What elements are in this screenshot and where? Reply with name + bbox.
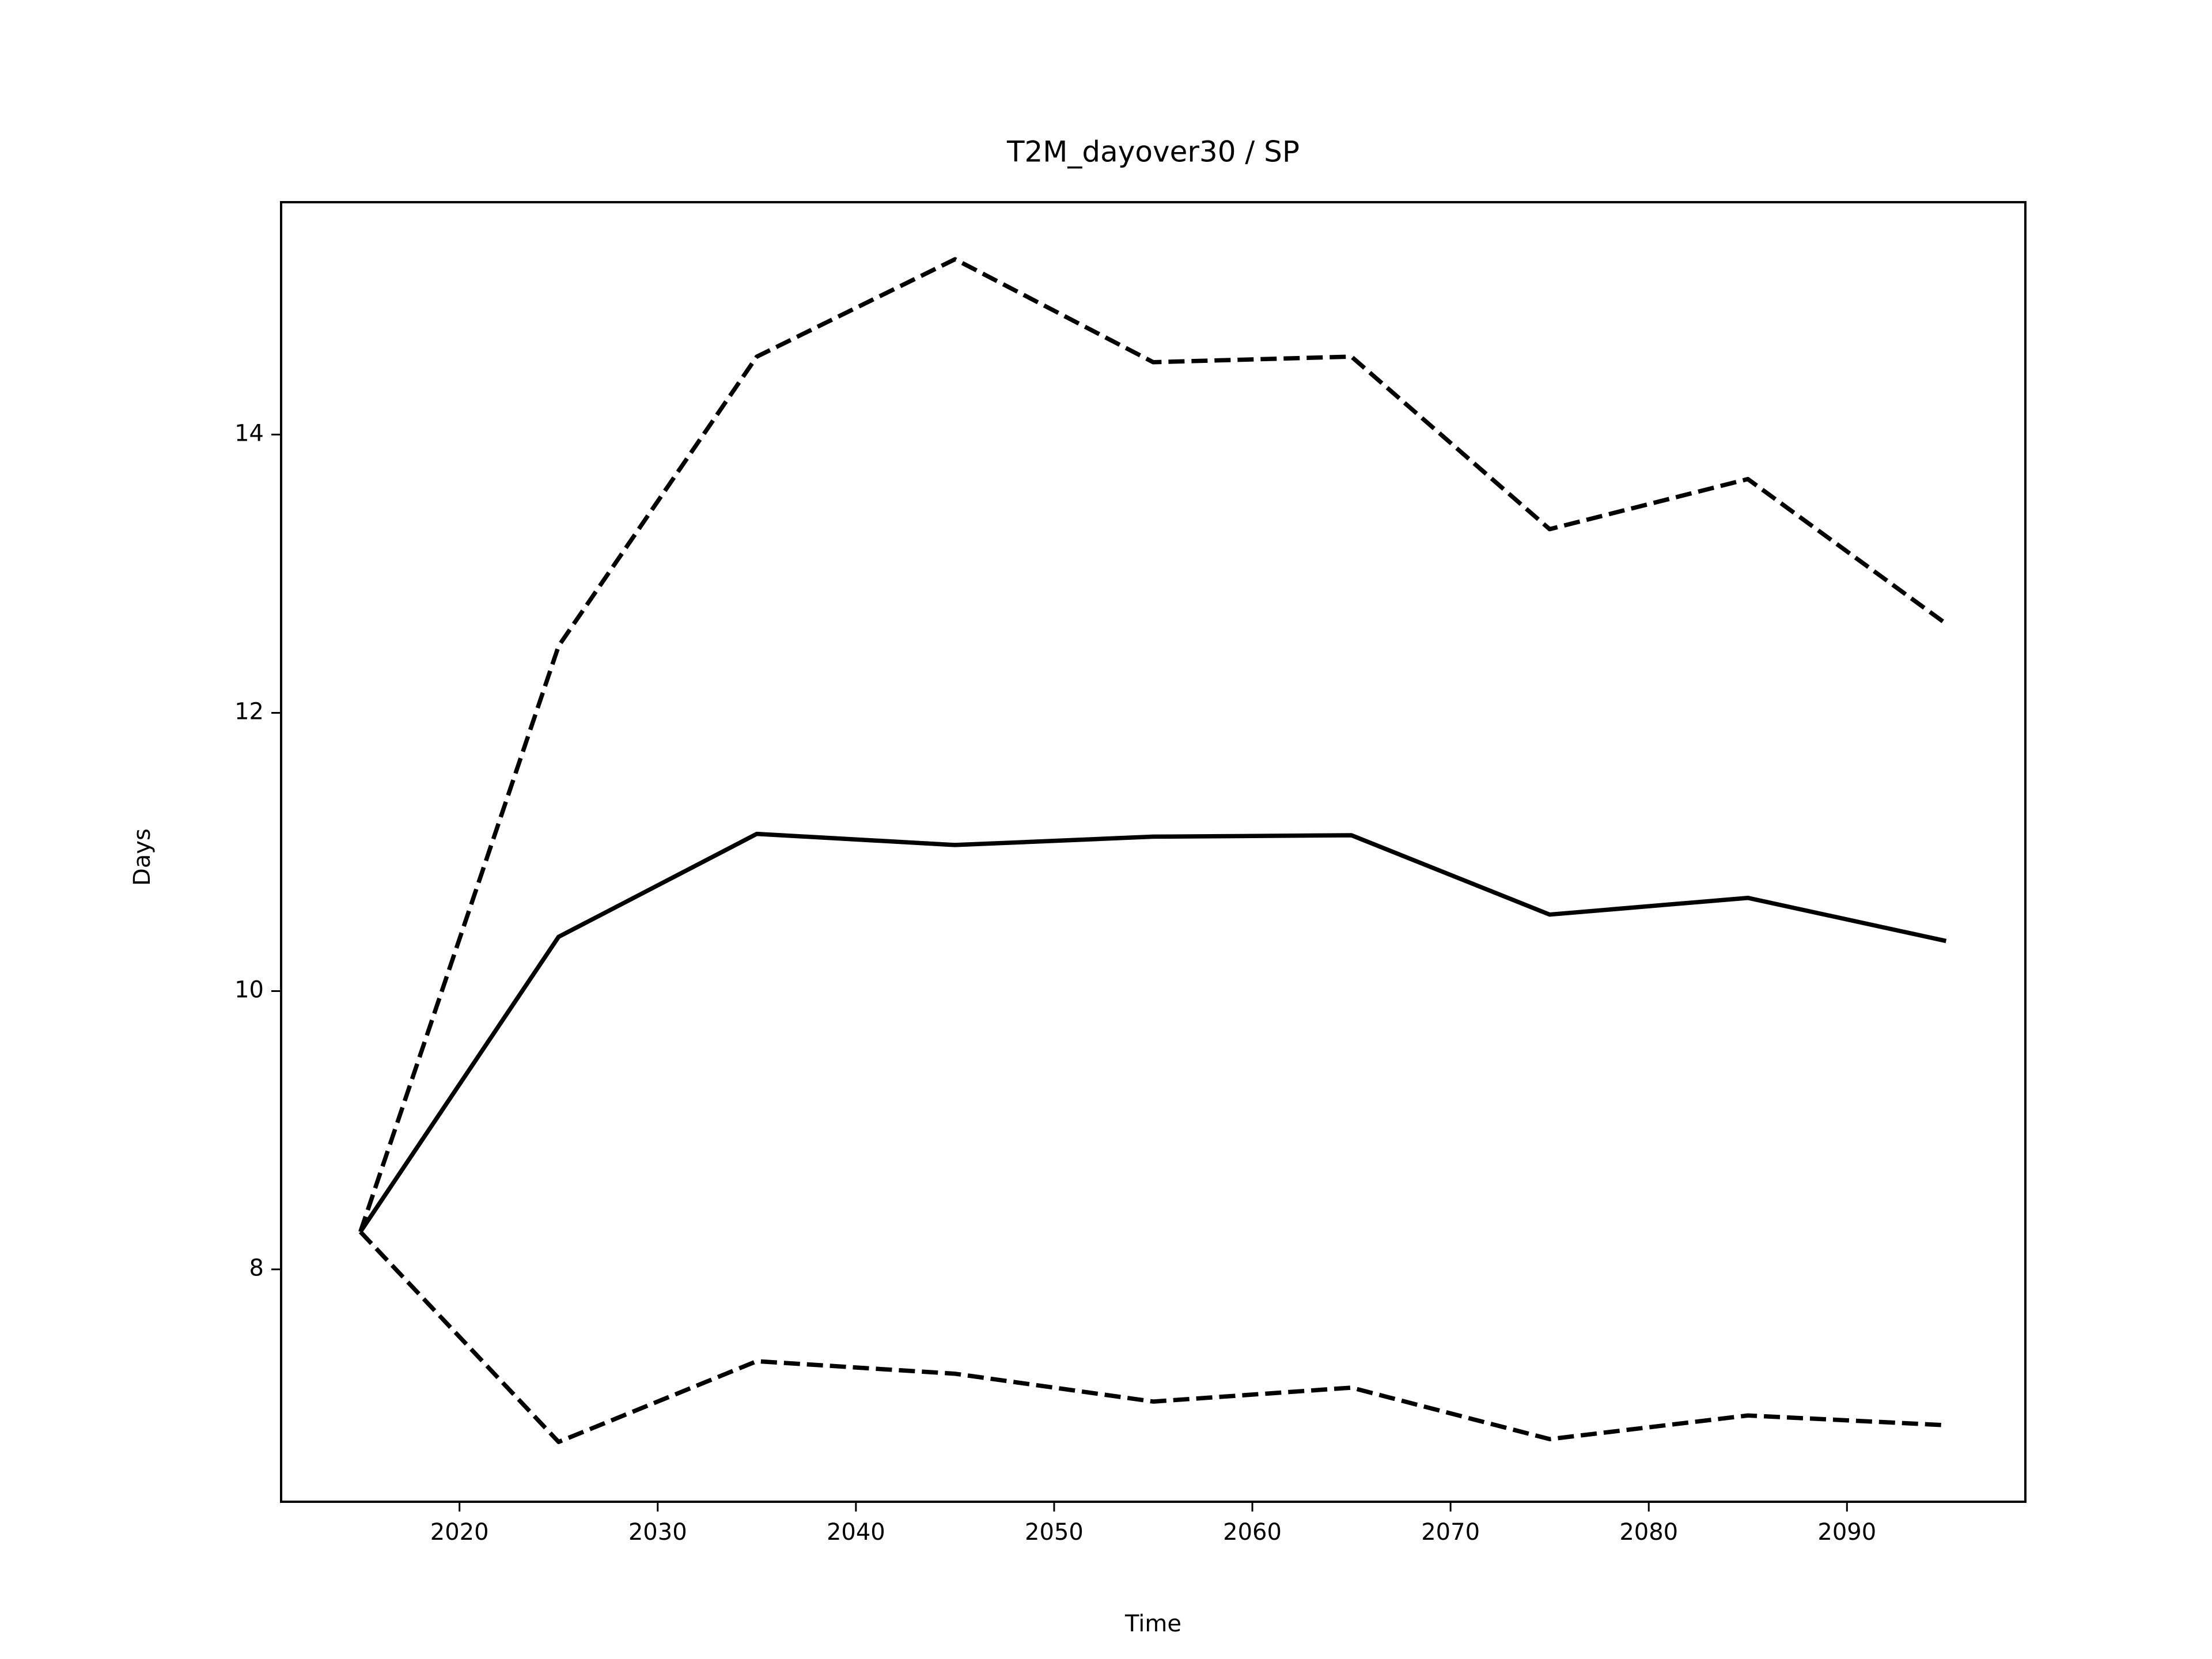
x-tick-label: 2030 [628, 1519, 687, 1546]
y-tick-label: 14 [234, 420, 264, 446]
y-axis-label: Days [129, 828, 156, 886]
x-tick-label: 2050 [1025, 1519, 1084, 1546]
x-tick-label: 2070 [1421, 1519, 1480, 1546]
x-tick-label: 2060 [1223, 1519, 1282, 1546]
plot-frame [280, 201, 2027, 1503]
series-line [358, 831, 1947, 1233]
chart-title: T2M_dayover30 / SP [1006, 135, 1300, 169]
x-tick-label: 2040 [827, 1519, 885, 1546]
series-line [358, 257, 1948, 1233]
x-axis-label: Time [1124, 1611, 1181, 1637]
x-tick-label: 2080 [1619, 1519, 1678, 1546]
y-tick-label: 10 [234, 977, 264, 1003]
x-tick-label: 2090 [1817, 1519, 1876, 1546]
x-tick-label: 2020 [430, 1519, 489, 1546]
y-tick-label: 12 [234, 698, 264, 725]
series-line [358, 1230, 1946, 1444]
y-tick-label: 8 [249, 1255, 264, 1282]
